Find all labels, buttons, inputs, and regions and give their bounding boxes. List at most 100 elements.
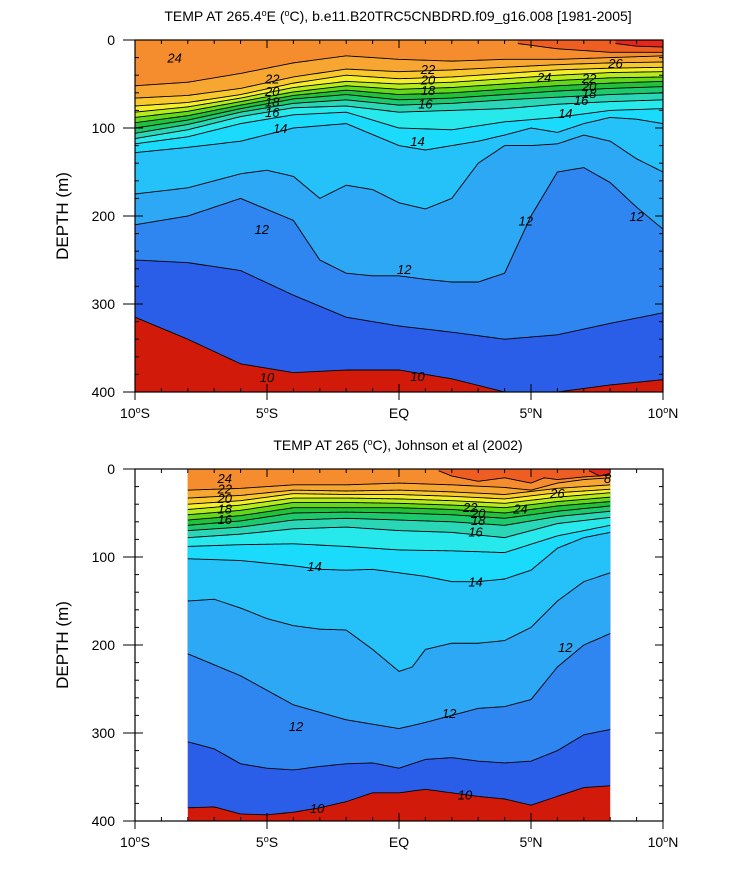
y-tick-label: 100 xyxy=(92,549,116,565)
band-fill-25 xyxy=(438,469,611,484)
contour-label: 18 xyxy=(218,502,233,517)
contour-line-12 xyxy=(135,167,663,283)
panel-model-contour-labels: 2422201816142220181614242622201816141212… xyxy=(166,51,644,385)
contour-label-group: 12 xyxy=(254,222,269,237)
contour-label-group: 10 xyxy=(310,801,325,816)
panel-obs-contour-lines xyxy=(187,470,611,816)
contour-label: 12 xyxy=(289,719,304,734)
contour-label: 14 xyxy=(468,575,482,590)
contour-label: 16 xyxy=(418,96,433,111)
contour-label-group: 26 xyxy=(549,486,565,501)
panel-model-title: TEMP AT 265.4oE (oC), b.e11.B20TRC5CNBDR… xyxy=(164,8,631,24)
band-fill-26 xyxy=(615,40,663,48)
contour-line-26 xyxy=(615,43,663,48)
contour-label-group: 20 xyxy=(420,73,436,88)
contour-label: 12 xyxy=(397,262,412,277)
contour-label-group: 14 xyxy=(558,106,572,121)
contour-label: 14 xyxy=(410,134,424,149)
contour-label: 18 xyxy=(582,86,597,101)
contour-label-group: 18 xyxy=(471,513,486,528)
contour-label: 12 xyxy=(518,213,533,228)
x-tick-label: EQ xyxy=(389,405,409,421)
contour-line-15 xyxy=(135,108,663,145)
contour-label-group: 10 xyxy=(260,370,275,385)
contour-line-14 xyxy=(187,531,611,583)
contour-label: 16 xyxy=(574,93,589,108)
contour-line-13 xyxy=(187,572,611,672)
contour-label-group: 14 xyxy=(468,575,482,590)
contour-label-group: 16 xyxy=(468,524,483,539)
y-tick-label: 0 xyxy=(107,461,115,477)
contour-line-22 xyxy=(135,66,663,107)
contour-label: 12 xyxy=(629,209,644,224)
contour-label-group: 12 xyxy=(558,640,573,655)
contour-label: 20 xyxy=(420,73,436,88)
contour-line-23 xyxy=(135,61,663,99)
contour-label: 22 xyxy=(462,500,478,515)
y-tick-label: 200 xyxy=(92,208,116,224)
contour-label: 22 xyxy=(217,481,233,496)
contour-label: 18 xyxy=(265,95,280,110)
contour-label-group: 24 xyxy=(512,502,527,517)
contour-label: 22 xyxy=(581,71,597,86)
y-tick-label: 300 xyxy=(92,296,116,312)
contour-label: 20 xyxy=(264,84,280,99)
band-fill-24 xyxy=(135,40,663,86)
contour-label: 24 xyxy=(217,471,232,486)
contour-label: 26 xyxy=(607,56,623,71)
contour-label-group: 18 xyxy=(265,95,280,110)
contour-label-group: 10 xyxy=(458,788,473,803)
contour-line-18 xyxy=(135,86,663,129)
contour-line-24 xyxy=(187,477,611,491)
contour-label-group: 20 xyxy=(264,84,280,99)
contour-label-group: 12 xyxy=(629,209,644,224)
contour-line-18 xyxy=(187,505,611,526)
contour-label-group: 18 xyxy=(582,86,597,101)
x-tick-label: 5oS xyxy=(256,834,278,850)
panel-model-contour-lines xyxy=(135,43,663,392)
contour-label: 14 xyxy=(307,559,321,574)
contour-label-group: 24 xyxy=(166,51,181,66)
contour-line-25 xyxy=(517,43,663,53)
contour-label-group: 20 xyxy=(581,79,597,94)
y-tick-label: 100 xyxy=(92,120,116,136)
contour-label-group: 22 xyxy=(217,481,233,496)
contour-label: 20 xyxy=(470,506,486,521)
contour-line-21 xyxy=(187,492,611,510)
contour-line-14 xyxy=(135,116,663,154)
panel-model-ylabel: DEPTH (m) xyxy=(53,172,72,260)
x-tick-label: 10oS xyxy=(120,405,150,421)
panel-model-x-axis: 10oS 5oS EQ 5oN 10oN xyxy=(120,40,678,421)
contour-label-group: 22 xyxy=(420,62,436,77)
contour-label: 16 xyxy=(265,105,280,120)
panel-obs-plot xyxy=(187,469,611,821)
panel-obs-ylabel: DEPTH (m) xyxy=(53,601,72,689)
contour-label-group: 16 xyxy=(574,93,589,108)
contour-label-group: 12 xyxy=(442,706,457,721)
contour-label: 18 xyxy=(421,83,436,98)
contour-line-22 xyxy=(187,488,611,505)
contour-label-group: 12 xyxy=(289,719,304,734)
contour-label: 12 xyxy=(442,706,457,721)
contour-line-15 xyxy=(187,524,611,554)
contour-line-21 xyxy=(135,71,663,113)
contour-label: 8 xyxy=(604,471,612,486)
contour-label: 24 xyxy=(166,51,181,66)
contour-label: 14 xyxy=(273,121,287,136)
contour-label-group: 26 xyxy=(607,56,623,71)
contour-line-26 xyxy=(588,470,611,477)
contour-label: 10 xyxy=(310,801,325,816)
contour-line-19 xyxy=(187,501,611,521)
contour-label-group: 16 xyxy=(265,105,280,120)
contour-label-group: 24 xyxy=(217,471,232,486)
y-tick-label: 400 xyxy=(92,813,116,829)
contour-label-group: 24 xyxy=(536,70,551,85)
contour-label-group: 12 xyxy=(397,262,412,277)
contour-line-13 xyxy=(135,134,663,210)
x-tick-label: 5oN xyxy=(520,834,543,850)
contour-line-11 xyxy=(135,259,663,340)
x-tick-label: 10oN xyxy=(648,834,679,850)
contour-label: 10 xyxy=(260,370,275,385)
contour-line-16 xyxy=(187,516,611,539)
